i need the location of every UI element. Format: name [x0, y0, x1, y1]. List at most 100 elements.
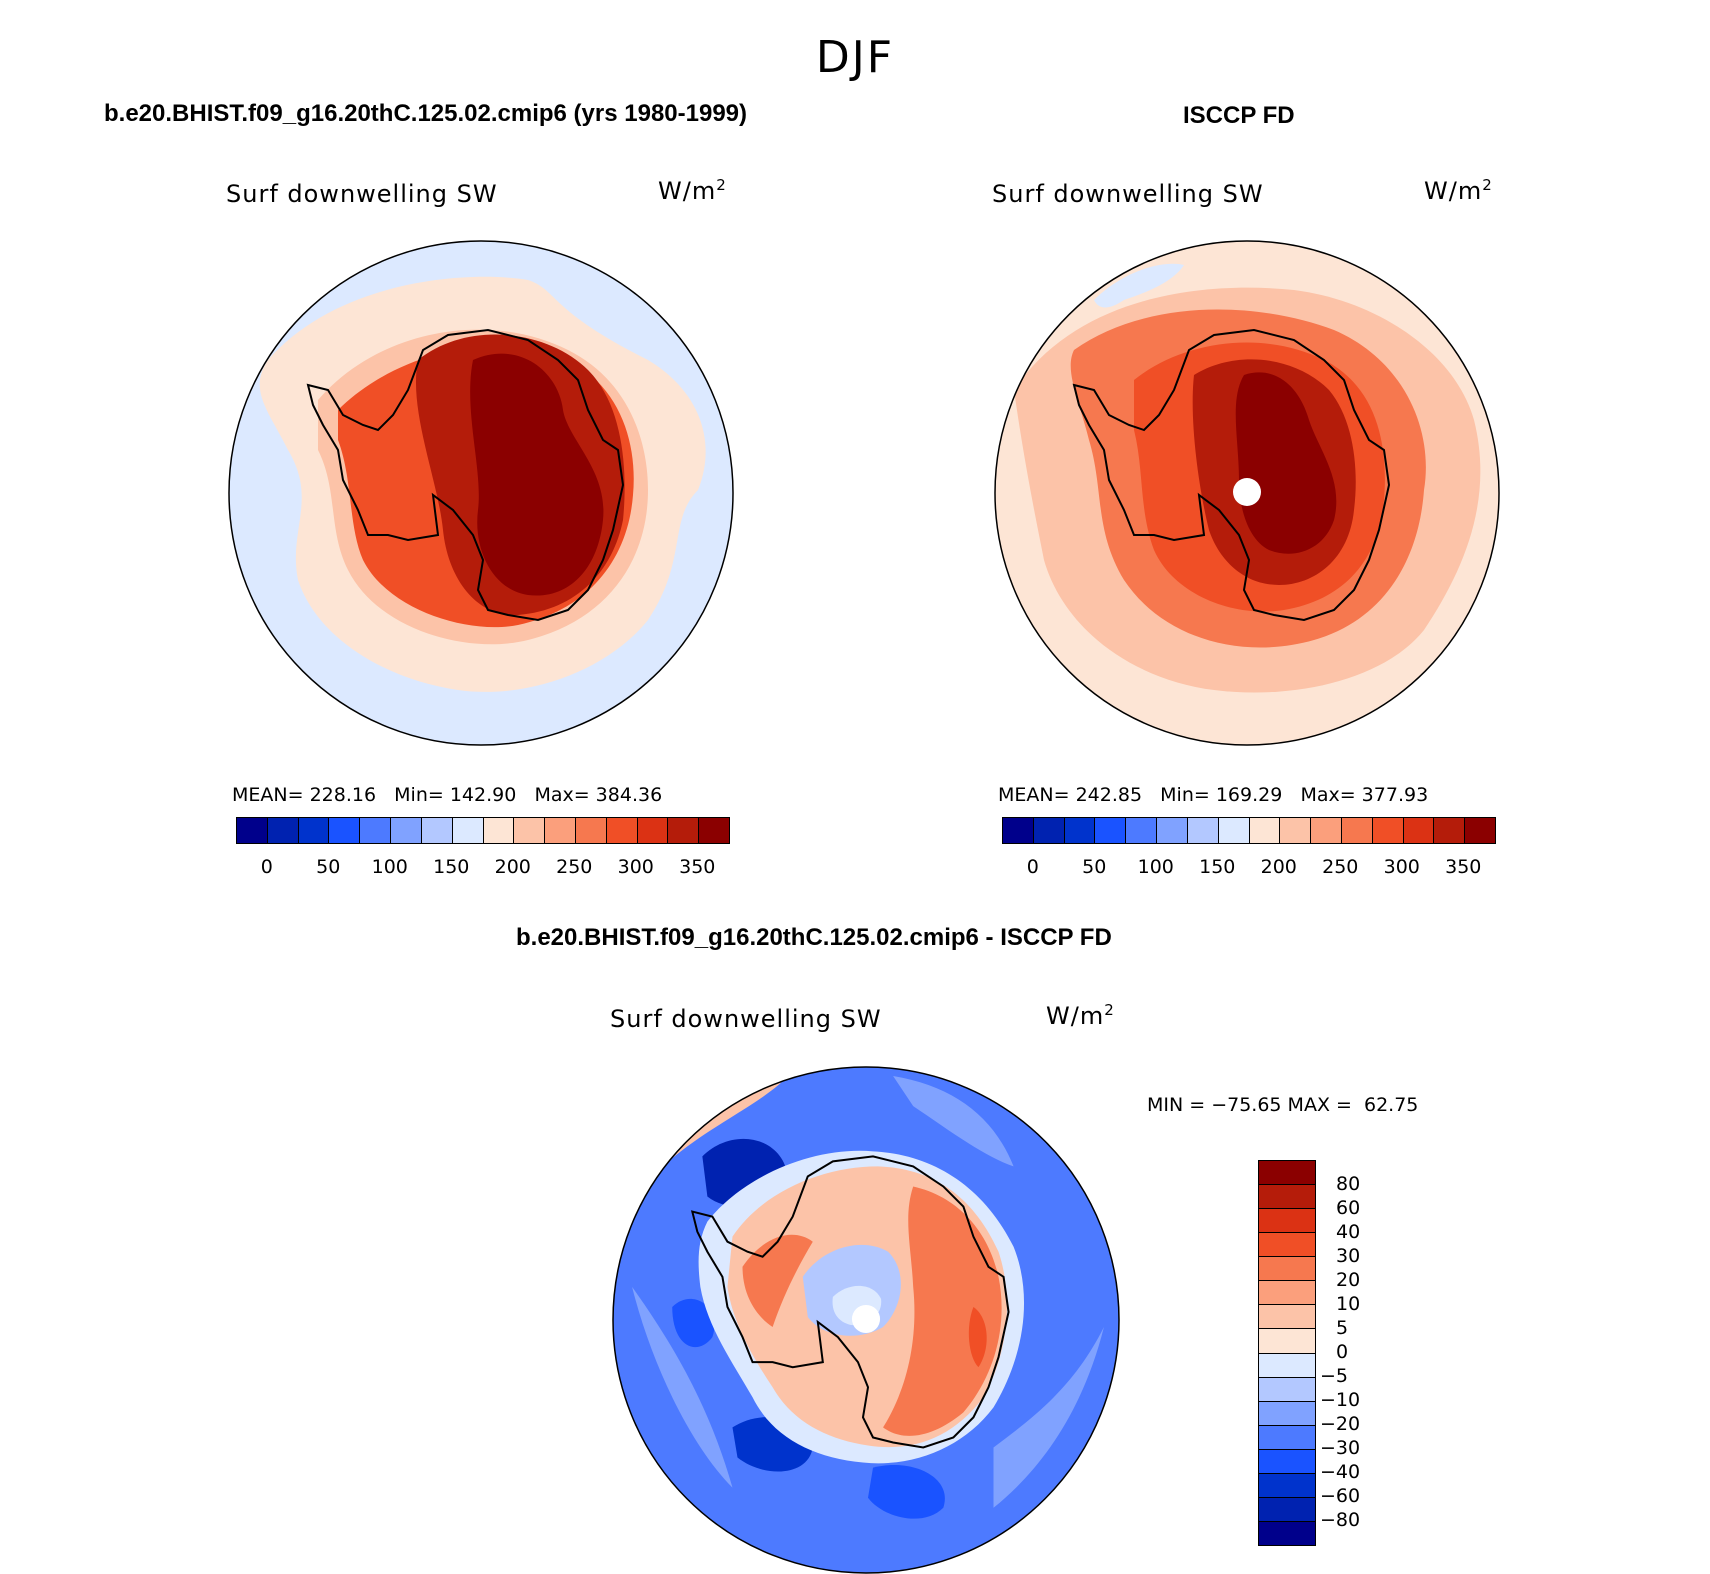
- model-colorbar-tick-label: 200: [494, 856, 531, 878]
- diff-colorbar-tick-label: 40: [1336, 1221, 1361, 1243]
- diff-light-patch-4: [993, 1327, 1104, 1508]
- obs-units-label: W/m2: [1424, 176, 1493, 205]
- diff-colorbar: [1258, 1160, 1316, 1546]
- diff-colorbar-ticks: 80 60 40 30 20 10 5 0 −5 −10 −20 −30 −40 −60 −80: [1320, 1160, 1408, 1544]
- diff-stats: MIN = −75.65 MAX = 62.75: [1147, 1094, 1419, 1116]
- diff-colorbar-swatch: [1259, 1473, 1315, 1498]
- model-colorbar: [236, 817, 730, 844]
- model-stats: MEAN= 228.16 Min= 142.90 Max= 384.36: [232, 784, 663, 806]
- obs-colorbar-tick-label: 250: [1322, 856, 1359, 878]
- diff-colorbar-tick-label: −20: [1320, 1413, 1361, 1435]
- diff-colorbar-swatch: [1259, 1377, 1315, 1402]
- model-colorbar-swatch: [575, 818, 607, 843]
- diff-colorbar-swatch: [1259, 1425, 1315, 1450]
- diff-colorbar-tick-label: 60: [1336, 1197, 1361, 1219]
- model-colorbar-swatch: [421, 818, 453, 843]
- diff-light-patch-2: [893, 1076, 1014, 1167]
- obs-panel-title: ISCCP FD: [1183, 102, 1295, 129]
- diff-colorbar-tick-label: −10: [1320, 1389, 1361, 1411]
- model-colorbar-tick-label: 100: [371, 856, 408, 878]
- obs-colorbar-tick-label: 200: [1260, 856, 1297, 878]
- diff-colorbar-tick-label: 30: [1336, 1245, 1361, 1267]
- obs-colorbar-tick-label: 350: [1445, 856, 1482, 878]
- diff-colorbar-swatch: [1259, 1161, 1315, 1186]
- model-colorbar-tick-label: 0: [260, 856, 273, 878]
- diff-colorbar-tick-label: 80: [1336, 1173, 1361, 1195]
- model-colorbar-swatch: [637, 818, 669, 843]
- obs-colorbar-swatch: [1465, 818, 1495, 843]
- obs-colorbar-ticks: 0 50 100 150 200 250 300 350: [1002, 856, 1494, 880]
- model-panel-title: b.e20.BHIST.f09_g16.20thC.125.02.cmip6 (…: [104, 100, 748, 127]
- diff-colorbar-swatch: [1259, 1281, 1315, 1306]
- obs-coastline: [1072, 328, 1391, 622]
- model-colorbar-swatch: [237, 818, 268, 843]
- model-variable-label: Surf downwelling SW: [226, 180, 498, 208]
- figure-title: DJF: [815, 32, 895, 83]
- obs-colorbar-tick-label: 150: [1199, 856, 1236, 878]
- model-units-label: W/m2: [658, 176, 727, 205]
- diff-dark-patch-4: [672, 1298, 715, 1348]
- diff-colorbar-swatch: [1259, 1329, 1315, 1354]
- obs-blue-patch: [1094, 263, 1184, 308]
- obs-colorbar-swatch: [1157, 818, 1188, 843]
- obs-colorbar-tick-label: 100: [1137, 856, 1174, 878]
- model-colorbar-swatch: [699, 818, 729, 843]
- obs-colorbar-swatch: [1187, 818, 1219, 843]
- diff-polar-map: [612, 1066, 1120, 1574]
- diff-light-patch-3: [632, 1286, 733, 1488]
- model-colorbar-swatch: [483, 818, 515, 843]
- diff-colorbar-swatch: [1259, 1353, 1315, 1378]
- obs-map-border: [994, 240, 1500, 746]
- obs-colorbar-swatch: [1249, 818, 1281, 843]
- diff-pole-missing: [851, 1304, 881, 1334]
- obs-colorbar-swatch: [1003, 818, 1034, 843]
- model-colorbar-swatch: [545, 818, 576, 843]
- model-colorbar-tick-label: 350: [679, 856, 716, 878]
- model-colorbar-swatch: [360, 818, 392, 843]
- diff-warm-30: [968, 1306, 987, 1368]
- model-colorbar-swatch: [298, 818, 330, 843]
- obs-colorbar-swatch: [1311, 818, 1342, 843]
- diff-colorbar-swatch: [1259, 1185, 1315, 1210]
- diff-colorbar-tick-label: 0: [1336, 1341, 1349, 1363]
- obs-colorbar: [1002, 817, 1496, 844]
- obs-colorbar-swatch: [1218, 818, 1250, 843]
- diff-colorbar-swatch: [1259, 1305, 1315, 1330]
- obs-colorbar-swatch: [1280, 818, 1312, 843]
- obs-colorbar-swatch: [1095, 818, 1127, 843]
- model-colorbar-tick-label: 250: [556, 856, 593, 878]
- model-colorbar-swatch: [267, 818, 299, 843]
- diff-coastline: [690, 1155, 1010, 1449]
- diff-colorbar-swatch: [1259, 1449, 1315, 1474]
- obs-colorbar-swatch: [1126, 818, 1158, 843]
- diff-colorbar-swatch: [1259, 1209, 1315, 1234]
- diff-colorbar-tick-label: −80: [1320, 1509, 1361, 1531]
- obs-colorbar-swatch: [1403, 818, 1435, 843]
- obs-colorbar-swatch: [1341, 818, 1373, 843]
- diff-colorbar-swatch: [1259, 1521, 1315, 1545]
- model-colorbar-swatch: [329, 818, 361, 843]
- model-colorbar-tick-label: 150: [433, 856, 470, 878]
- obs-colorbar-tick-label: 0: [1026, 856, 1039, 878]
- model-colorbar-swatch: [668, 818, 700, 843]
- diff-panel-title: b.e20.BHIST.f09_g16.20thC.125.02.cmip6 -…: [516, 924, 1112, 951]
- model-colorbar-ticks: 0 50 100 150 200 250 300 350: [236, 856, 728, 880]
- obs-colorbar-tick-label: 50: [1082, 856, 1107, 878]
- diff-colorbar-swatch: [1259, 1401, 1315, 1426]
- diff-units-label: W/m2: [1046, 1001, 1115, 1030]
- diff-warm-20b: [742, 1234, 813, 1328]
- diff-colorbar-tick-label: −30: [1320, 1437, 1361, 1459]
- model-polar-map: [228, 240, 734, 746]
- diff-warm-20: [883, 1186, 1002, 1436]
- obs-colorbar-swatch: [1434, 818, 1466, 843]
- model-band-360: [470, 353, 604, 596]
- obs-band-360: [1235, 372, 1337, 554]
- obs-stats: MEAN= 242.85 Min= 169.29 Max= 377.93: [998, 784, 1429, 806]
- diff-colorbar-tick-label: −40: [1320, 1461, 1361, 1483]
- model-colorbar-swatch: [452, 818, 484, 843]
- diff-colorbar-swatch: [1259, 1257, 1315, 1282]
- diff-colorbar-tick-label: −5: [1320, 1365, 1349, 1387]
- obs-variable-label: Surf downwelling SW: [992, 180, 1264, 208]
- model-map-border: [228, 240, 734, 746]
- diff-colorbar-swatch: [1259, 1233, 1315, 1258]
